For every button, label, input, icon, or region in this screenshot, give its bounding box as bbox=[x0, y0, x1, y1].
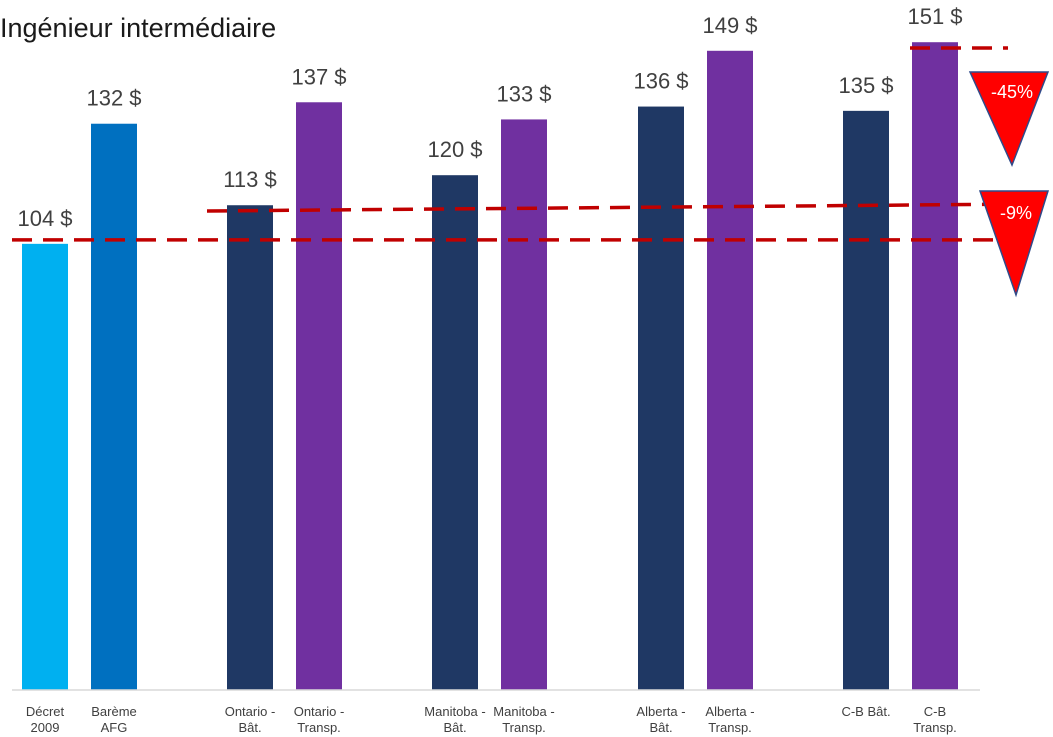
value-label-2: 113 $ bbox=[223, 167, 276, 192]
bars-group bbox=[22, 42, 958, 691]
value-label-8: 135 $ bbox=[838, 73, 893, 98]
x-tick-label-5: Manitoba -Transp. bbox=[493, 704, 554, 735]
x-tick-label-1: Barème AFG bbox=[91, 704, 137, 735]
bar-7 bbox=[707, 50, 753, 691]
value-label-4: 120 $ bbox=[427, 137, 482, 162]
x-labels-group: Décret 2009 Barème AFG Ontario -Bât. Ontario … bbox=[26, 704, 957, 735]
bar-9 bbox=[912, 42, 958, 690]
annotation-triangle-0 bbox=[968, 71, 1050, 167]
x-tick-label-3: Ontario -Transp. bbox=[294, 704, 345, 735]
value-label-3: 137 $ bbox=[291, 64, 346, 89]
bar-0 bbox=[22, 243, 68, 690]
bar-4 bbox=[432, 175, 478, 690]
value-label-5: 133 $ bbox=[496, 81, 551, 106]
bar-3 bbox=[296, 102, 342, 690]
value-label-9: 151 $ bbox=[907, 4, 962, 29]
annotation-label-1: -9% bbox=[1000, 203, 1032, 223]
x-tick-label-0: Décret 2009 bbox=[26, 704, 65, 735]
value-label-7: 149 $ bbox=[702, 13, 757, 38]
annotation-triangle-1 bbox=[978, 190, 1050, 298]
chart-title: Ingénieur intermédiaire bbox=[0, 13, 276, 43]
x-tick-label-2: Ontario -Bât. bbox=[225, 704, 276, 735]
value-labels-group: 104 $ 132 $ 113 $ 137 $ 120 $ 133 $ 136 $ 149 $… bbox=[17, 4, 962, 231]
reference-line-ontario bbox=[206, 202, 1031, 213]
annotation-label-0: -45% bbox=[991, 82, 1033, 102]
bar-6 bbox=[638, 106, 684, 690]
bar-2 bbox=[227, 205, 273, 691]
bar-5 bbox=[501, 119, 547, 691]
bar-8 bbox=[843, 110, 889, 691]
value-label-6: 136 $ bbox=[633, 69, 688, 94]
value-label-0: 104 $ bbox=[17, 206, 72, 231]
x-tick-label-8: C-B Bât. bbox=[841, 704, 890, 719]
annotation-badges-group: -45% -9% bbox=[968, 71, 1050, 298]
value-label-1: 132 $ bbox=[86, 86, 141, 111]
bar-1 bbox=[91, 123, 137, 691]
x-tick-label-7: Alberta -Transp. bbox=[705, 704, 754, 735]
reference-lines-group bbox=[12, 46, 1031, 242]
x-tick-label-4: Manitoba -Bât. bbox=[424, 704, 485, 735]
x-tick-label-6: Alberta -Bât. bbox=[636, 704, 685, 735]
x-tick-label-9: C-B Transp. bbox=[913, 704, 957, 735]
